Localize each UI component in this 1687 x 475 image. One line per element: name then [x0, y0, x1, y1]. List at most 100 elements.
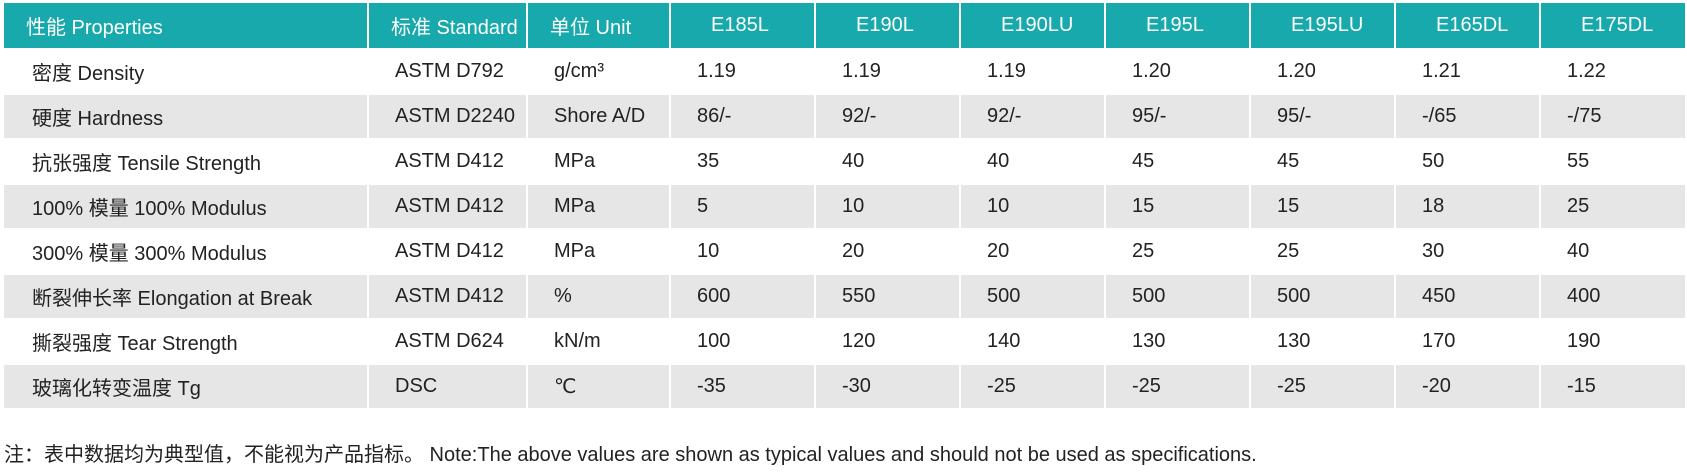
- table-cell: 45: [1249, 139, 1396, 185]
- header-cell: 单位 Unit: [526, 3, 671, 50]
- table-cell: 20: [959, 229, 1106, 275]
- table-cell: 1.19: [669, 49, 816, 95]
- table-cell: 35: [669, 139, 816, 185]
- table-cell: -35: [669, 364, 816, 410]
- table-body: 密度 Density ASTM D792 g/cm³ 1.19 1.19 1.19 1.20…: [2, 49, 1687, 410]
- table-cell: ASTM D624: [367, 319, 528, 365]
- table-cell: 500: [1104, 274, 1251, 320]
- table-cell: 30: [1394, 229, 1541, 275]
- table-cell: ℃: [526, 364, 671, 410]
- table-cell: 130: [1249, 319, 1396, 365]
- property-cell: 玻璃化转变温度 Tg: [2, 364, 369, 410]
- table-cell: -25: [1104, 364, 1251, 410]
- table-cell: 55: [1539, 139, 1687, 185]
- table-cell: 500: [959, 274, 1106, 320]
- table-cell: 600: [669, 274, 816, 320]
- table-row: 玻璃化转变温度 Tg DSC ℃ -35 -30 -25 -25 -25 -20 -15: [2, 364, 1687, 410]
- table-cell: 40: [1539, 229, 1687, 275]
- table-cell: 10: [959, 184, 1106, 230]
- table-cell: ASTM D412: [367, 184, 528, 230]
- table-cell: 15: [1249, 184, 1396, 230]
- table-cell: 86/-: [669, 94, 816, 140]
- table-cell: 18: [1394, 184, 1541, 230]
- table-cell: 10: [814, 184, 961, 230]
- table-row: 硬度 Hardness ASTM D2240 Shore A/D 86/- 92/- 92…: [2, 94, 1687, 140]
- property-cell: 100% 模量 100% Modulus: [2, 184, 369, 230]
- property-cell: 密度 Density: [2, 49, 369, 95]
- header-cell: E175DL: [1539, 3, 1687, 50]
- table-cell: Shore A/D: [526, 94, 671, 140]
- table-cell: 10: [669, 229, 816, 275]
- header-cell: E195L: [1104, 3, 1251, 50]
- table-cell: 140: [959, 319, 1106, 365]
- header-cell: 性能 Properties: [2, 3, 369, 50]
- property-cell: 抗张强度 Tensile Strength: [2, 139, 369, 185]
- table-cell: DSC: [367, 364, 528, 410]
- table-cell: %: [526, 274, 671, 320]
- table-cell: 170: [1394, 319, 1541, 365]
- table-cell: 15: [1104, 184, 1251, 230]
- table-cell: ASTM D792: [367, 49, 528, 95]
- table-cell: -25: [1249, 364, 1396, 410]
- property-cell: 撕裂强度 Tear Strength: [2, 319, 369, 365]
- table-row: 撕裂强度 Tear Strength ASTM D624 kN/m 100 120 140…: [2, 319, 1687, 365]
- table-cell: g/cm³: [526, 49, 671, 95]
- properties-table: 性能 Properties 标准 Standard 单位 Unit E185L E190…: [2, 3, 1687, 410]
- header-cell: E190L: [814, 3, 961, 50]
- table-row: 抗张强度 Tensile Strength ASTM D412 MPa 35 40 40 4…: [2, 139, 1687, 185]
- table-cell: 1.20: [1249, 49, 1396, 95]
- table-cell: MPa: [526, 139, 671, 185]
- table-cell: ASTM D412: [367, 274, 528, 320]
- header-cell: E165DL: [1394, 3, 1541, 50]
- header-cell: E190LU: [959, 3, 1106, 50]
- table-cell: 20: [814, 229, 961, 275]
- table-cell: -/75: [1539, 94, 1687, 140]
- header-row: 性能 Properties 标准 Standard 单位 Unit E185L E190…: [2, 3, 1687, 50]
- table-cell: ASTM D412: [367, 229, 528, 275]
- table-cell: 95/-: [1104, 94, 1251, 140]
- table-cell: MPa: [526, 184, 671, 230]
- table-cell: 92/-: [814, 94, 961, 140]
- table-cell: 92/-: [959, 94, 1106, 140]
- table-cell: kN/m: [526, 319, 671, 365]
- table-row: 100% 模量 100% Modulus ASTM D412 MPa 5 10 10 15 1…: [2, 184, 1687, 230]
- table-cell: 1.21: [1394, 49, 1541, 95]
- table-cell: 190: [1539, 319, 1687, 365]
- table-cell: 25: [1104, 229, 1251, 275]
- property-cell: 断裂伸长率 Elongation at Break: [2, 274, 369, 320]
- table-cell: MPa: [526, 229, 671, 275]
- table-cell: 450: [1394, 274, 1541, 320]
- table-cell: 550: [814, 274, 961, 320]
- table-cell: 130: [1104, 319, 1251, 365]
- table-cell: -25: [959, 364, 1106, 410]
- footnote: 注：表中数据均为典型值，不能视为产品指标。 Note:The above val…: [4, 444, 1257, 466]
- table-cell: 40: [814, 139, 961, 185]
- table-cell: 25: [1249, 229, 1396, 275]
- table-cell: 5: [669, 184, 816, 230]
- table-cell: 400: [1539, 274, 1687, 320]
- table-cell: 1.19: [814, 49, 961, 95]
- table-cell: -20: [1394, 364, 1541, 410]
- property-cell: 300% 模量 300% Modulus: [2, 229, 369, 275]
- header-cell: 标准 Standard: [367, 3, 528, 50]
- table-cell: 1.19: [959, 49, 1106, 95]
- table-row: 密度 Density ASTM D792 g/cm³ 1.19 1.19 1.19 1.20…: [2, 49, 1687, 95]
- table-cell: 120: [814, 319, 961, 365]
- table-cell: 1.20: [1104, 49, 1251, 95]
- table-cell: -/65: [1394, 94, 1541, 140]
- table-cell: 100: [669, 319, 816, 365]
- header-cell: E195LU: [1249, 3, 1396, 50]
- table-row: 断裂伸长率 Elongation at Break ASTM D412% 600 55…: [2, 274, 1687, 320]
- table-cell: 50: [1394, 139, 1541, 185]
- property-cell: 硬度 Hardness: [2, 94, 369, 140]
- table-cell: 45: [1104, 139, 1251, 185]
- table-cell: ASTM D2240: [367, 94, 528, 140]
- table-cell: 40: [959, 139, 1106, 185]
- table-row: 300% 模量 300% Modulus ASTM D412 MPa 10 20 20 25…: [2, 229, 1687, 275]
- table-cell: 95/-: [1249, 94, 1396, 140]
- table-cell: -30: [814, 364, 961, 410]
- table-cell: -15: [1539, 364, 1687, 410]
- table-cell: 500: [1249, 274, 1396, 320]
- header-cell: E185L: [669, 3, 816, 50]
